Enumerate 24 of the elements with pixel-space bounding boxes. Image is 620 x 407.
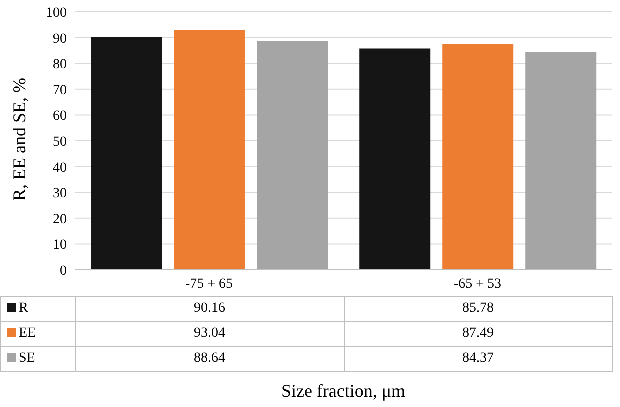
- y-tick-label: 80: [53, 58, 67, 73]
- y-tick-label: 90: [53, 32, 67, 47]
- x-tick-label: -65 + 53: [454, 276, 502, 292]
- y-tick-label: 10: [53, 238, 67, 254]
- y-axis-title: R, EE and SE, %: [9, 78, 30, 201]
- y-tick-label: 30: [53, 186, 67, 202]
- y-tick-label: 100: [46, 6, 67, 21]
- y-tick-label: 20: [53, 212, 67, 228]
- legend-label: EE: [0, 322, 76, 346]
- data-label: 87.49: [344, 322, 612, 346]
- y-tick-label: 50: [53, 134, 67, 150]
- x-tick-label: -75 + 65: [185, 276, 234, 292]
- y-tick-label: 40: [53, 160, 67, 176]
- y-tick-label: 70: [53, 83, 67, 98]
- data-label: 90.16: [76, 296, 344, 322]
- y-tick-label: 60: [53, 109, 67, 124]
- legend-label: R: [0, 296, 76, 322]
- data-label: 88.64: [76, 346, 344, 372]
- legend-label: SE: [0, 346, 76, 372]
- data-label: 85.78: [344, 296, 612, 322]
- data-label: 84.37: [344, 346, 612, 372]
- y-tick-label: 0: [60, 264, 67, 279]
- x-axis-title: Size fraction, μm: [281, 381, 406, 401]
- data-label: 93.04: [76, 322, 344, 346]
